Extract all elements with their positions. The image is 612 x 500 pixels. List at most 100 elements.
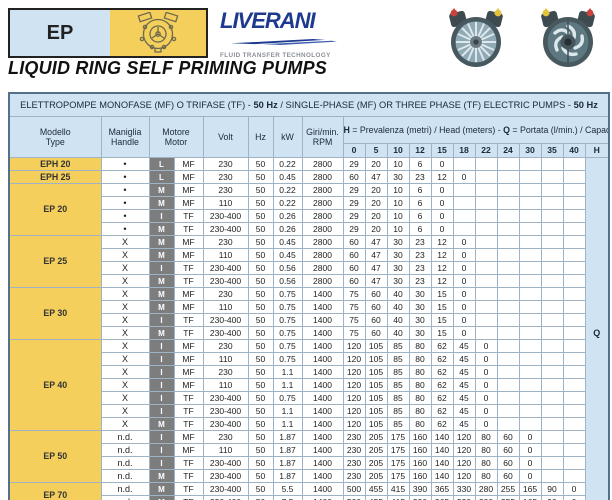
- capacity-cell: 160: [408, 443, 432, 457]
- volt-cell: 110: [202, 196, 249, 210]
- motor-code-cell: L: [148, 170, 175, 184]
- capacity-cell: 75: [342, 313, 366, 327]
- volt-cell: 230-400: [202, 261, 249, 275]
- handle-cell: •: [100, 222, 150, 236]
- col-header-rpm: Giri/min. RPM: [301, 116, 344, 158]
- kw-cell: 1.87: [272, 469, 303, 483]
- volt-cell: 110: [202, 378, 249, 392]
- table-row: X I TF 230-400 50 1.1 1400 120 105 85 80 62 45 0: [9, 404, 609, 418]
- motor-code-cell: I: [148, 365, 175, 379]
- capacity-cell: [518, 313, 542, 327]
- rpm-cell: 1400: [301, 430, 344, 444]
- capacity-cell: [562, 404, 586, 418]
- hz-cell: 50: [247, 274, 274, 288]
- kw-cell: 0.45: [272, 170, 303, 184]
- rpm-cell: 1400: [301, 352, 344, 366]
- capacity-cell: [496, 404, 520, 418]
- volt-cell: 230: [202, 287, 249, 301]
- capacity-cell: 62: [430, 417, 454, 431]
- head-col-H: H: [584, 143, 610, 158]
- capacity-cell: [540, 443, 564, 457]
- capacity-cell: 0: [430, 209, 454, 223]
- capacity-cell: 60: [342, 248, 366, 262]
- handle-cell: •: [100, 157, 150, 171]
- capacity-cell: 0: [452, 300, 476, 314]
- model-cell: EP 50: [8, 430, 102, 483]
- capacity-cell: [496, 417, 520, 431]
- capacity-cell: [474, 209, 498, 223]
- brand-swoosh-icon: [230, 39, 337, 45]
- hz-cell: 50: [247, 456, 274, 470]
- capacity-cell: 80: [474, 443, 498, 457]
- capacity-cell: 160: [408, 430, 432, 444]
- capacity-cell: 29: [342, 196, 366, 210]
- capacity-cell: [562, 196, 586, 210]
- capacity-cell: 45: [452, 417, 476, 431]
- capacity-cell: 330: [452, 482, 476, 496]
- capacity-cell: [562, 157, 586, 171]
- handle-cell: •: [100, 209, 150, 223]
- motor-code-cell: I: [148, 391, 175, 405]
- capacity-cell: 0: [474, 352, 498, 366]
- capacity-cell: 80: [408, 417, 432, 431]
- motor-phase-cell: MF: [173, 352, 204, 366]
- rpm-cell: 2800: [301, 222, 344, 236]
- capacity-cell: [518, 339, 542, 353]
- capacity-cell: 390: [408, 495, 432, 500]
- motor-phase-cell: MF: [173, 157, 204, 171]
- table-row: EPH 20 • L MF 230 50 0.22 2800 29 20 10 6 0 Q: [8, 157, 610, 500]
- capacity-cell: 140: [430, 430, 454, 444]
- rpm-cell: 1400: [301, 417, 344, 431]
- kw-cell: 0.45: [272, 248, 303, 262]
- capacity-cell: [540, 456, 564, 470]
- handle-cell: X: [100, 274, 150, 288]
- capacity-cell: 0: [452, 326, 476, 340]
- page-header: EP: [8, 6, 612, 67]
- volt-cell: 230: [202, 235, 249, 249]
- capacity-cell: [452, 157, 476, 171]
- motor-code-cell: I: [148, 261, 175, 275]
- handle-cell: X: [100, 235, 150, 249]
- motor-code-cell: M: [148, 274, 175, 288]
- rpm-cell: 1400: [301, 339, 344, 353]
- capacity-cell: 120: [342, 339, 366, 353]
- capacity-cell: 105: [364, 404, 388, 418]
- motor-phase-cell: MF: [173, 430, 204, 444]
- handle-cell: n.d.: [100, 495, 150, 500]
- hz-cell: 50: [247, 261, 274, 275]
- capacity-cell: 60: [342, 274, 366, 288]
- motor-phase-cell: MF: [173, 365, 204, 379]
- capacity-cell: [474, 248, 498, 262]
- kw-cell: 1.87: [272, 456, 303, 470]
- volt-cell: 230-400: [202, 495, 249, 500]
- capacity-cell: 45: [452, 391, 476, 405]
- table-row: X I MF 110 50 0.75 1400 120 105 85 80 62 45 0: [9, 352, 609, 366]
- table-row: n.d.MTF230-400507.5140050045541539036533…: [9, 495, 609, 500]
- capacity-cell: [518, 196, 542, 210]
- capacity-cell: [540, 378, 564, 392]
- capacity-cell: [474, 235, 498, 249]
- capacity-cell: 120: [342, 378, 366, 392]
- capacity-cell: [562, 469, 586, 483]
- capacity-cell: 30: [386, 261, 410, 275]
- capacity-cell: [496, 248, 520, 262]
- capacity-cell: 10: [386, 157, 410, 171]
- capacity-cell: [540, 209, 564, 223]
- table-row: X M TF 230-400 50 0.56 2800 60 47 30 23 12 0: [9, 274, 609, 288]
- model-cell: EP 40: [8, 339, 102, 431]
- brand-tagline: FLUID TRANSFER TECHNOLOGY: [220, 52, 331, 59]
- capacity-cell: 175: [386, 456, 410, 470]
- kw-cell: 1.1: [272, 417, 303, 431]
- motor-phase-cell: TF: [173, 274, 204, 288]
- capacity-cell: [562, 339, 586, 353]
- capacity-cell: [540, 469, 564, 483]
- capacity-cell: 165: [518, 482, 542, 496]
- capacity-cell: 12: [430, 261, 454, 275]
- capacity-cell: 0: [562, 482, 586, 496]
- capacity-cell: 75: [342, 326, 366, 340]
- hz-cell: 50: [247, 196, 274, 210]
- rpm-cell: 1400: [301, 404, 344, 418]
- hz-cell: 50: [247, 157, 274, 171]
- rpm-cell: 1400: [301, 287, 344, 301]
- capacity-cell: 0: [452, 287, 476, 301]
